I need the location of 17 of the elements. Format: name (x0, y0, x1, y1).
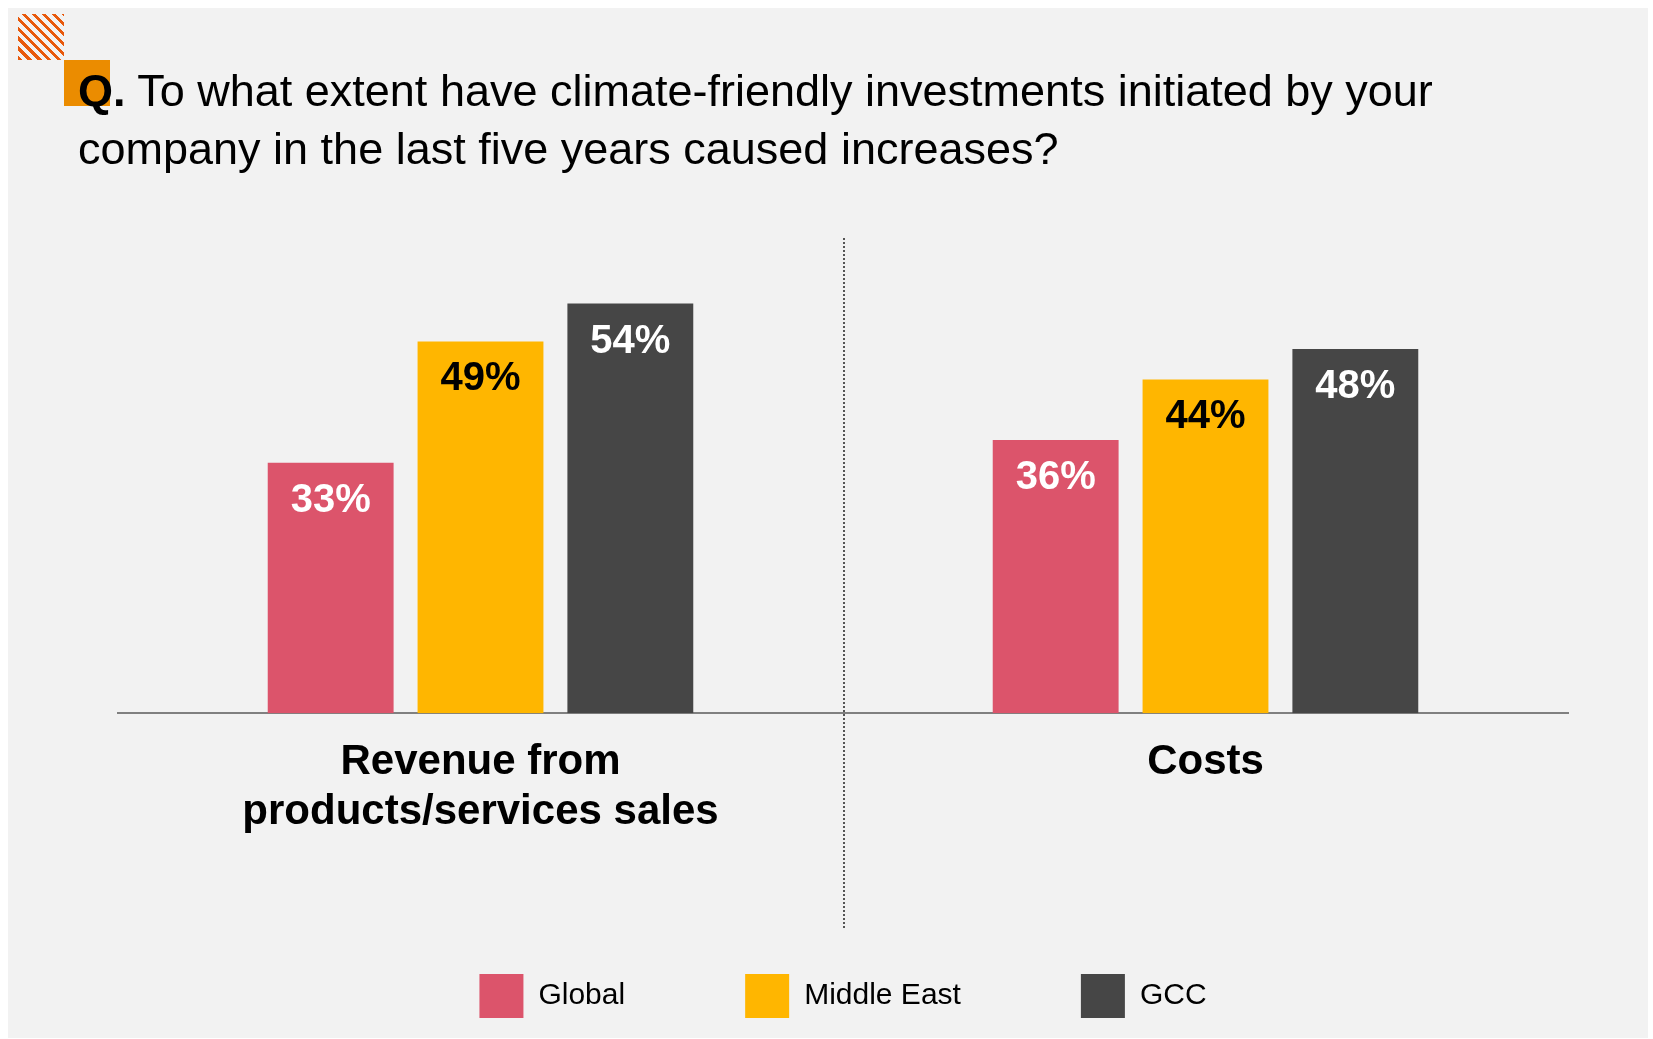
bar (1292, 349, 1419, 714)
bar (992, 440, 1119, 714)
x-tick-label: Revenue from products/services sales (242, 735, 719, 834)
data-label: 54% (590, 316, 671, 361)
data-label: 48% (1315, 362, 1396, 407)
bar (567, 303, 694, 714)
bar (267, 462, 394, 714)
legend-label: Middle East (804, 977, 962, 1011)
legend-label: GCC (1139, 977, 1207, 1011)
legend-label: Global (538, 977, 626, 1011)
data-label: 36% (1015, 453, 1096, 498)
x-tick-label: Costs (1147, 735, 1264, 783)
data-label: 33% (290, 475, 371, 520)
data-label: 49% (440, 354, 521, 399)
bar (1142, 379, 1269, 714)
data-label: 44% (1165, 392, 1246, 437)
bar (417, 341, 544, 714)
